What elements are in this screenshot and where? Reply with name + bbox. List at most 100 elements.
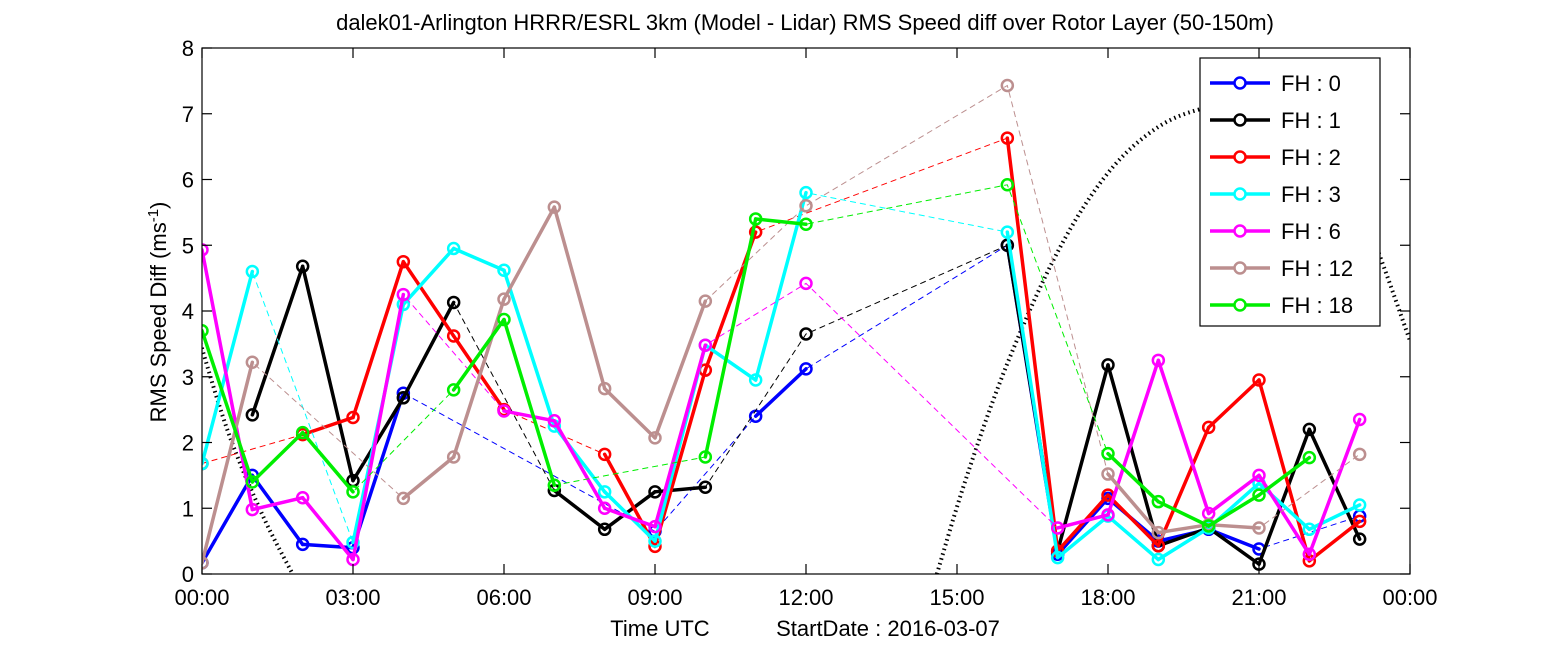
series-4-point — [1352, 412, 1367, 427]
series-2-point — [1151, 538, 1166, 553]
series-4-point — [295, 490, 310, 505]
y-tick-label: 0 — [182, 562, 194, 587]
series-2-segment — [1307, 519, 1362, 563]
series-4-segment — [1206, 473, 1261, 516]
series-3-point — [245, 264, 260, 279]
series-5-segment — [451, 297, 506, 459]
series-4-segment — [502, 409, 557, 423]
series-3-point — [1352, 498, 1367, 512]
series-5-segment — [1106, 472, 1161, 535]
series-2-segment — [300, 415, 355, 437]
series-2-segment — [1156, 425, 1211, 548]
series-4-point — [648, 519, 662, 534]
series-5-segment — [602, 386, 657, 440]
series-1-segment — [1106, 363, 1161, 548]
series-6-point — [346, 485, 360, 499]
series-4-point — [547, 414, 562, 428]
x-tick-label: 03:00 — [325, 585, 380, 610]
legend-entry-0: FH : 0 — [1210, 71, 1341, 96]
series-6-segment — [1206, 493, 1261, 528]
x-tick-label: 12:00 — [778, 585, 833, 610]
series-3-point — [748, 373, 763, 387]
series-1-point — [1352, 532, 1367, 546]
series-2-segment — [653, 368, 708, 549]
series-2-point — [1201, 420, 1216, 435]
legend-marker — [1233, 76, 1247, 90]
series-0-point — [295, 537, 310, 552]
series-5-segment — [552, 205, 607, 391]
series-4-segment — [1307, 417, 1362, 557]
y-tick-label: 6 — [182, 168, 194, 193]
series-1-segment — [602, 490, 657, 532]
series-4-point — [698, 338, 713, 352]
series-5-point — [1000, 78, 1015, 93]
plot-area — [202, 78, 1410, 574]
series-6-point — [1151, 494, 1166, 509]
series-2-segment — [1106, 493, 1161, 548]
series-5-point — [547, 200, 562, 214]
x-axis-ticks: 00:00 03:00 06:00 09:00 12:00 15:00 18:00 21:00… — [174, 48, 1438, 610]
series-2-segment — [1206, 378, 1261, 430]
legend-label: FH : 3 — [1281, 182, 1341, 207]
series-4-point — [799, 276, 813, 291]
series-5-segment — [502, 205, 557, 301]
series-6 — [202, 178, 1317, 533]
series-3-point — [346, 535, 360, 550]
series-5-point — [597, 381, 612, 396]
series-6-point — [446, 383, 461, 397]
y-axis-ticks: 0 1 2 3 4 5 6 7 8 — [182, 36, 1410, 587]
series-1-segment — [653, 485, 708, 494]
series-1-point — [698, 480, 713, 494]
y-axis-label-unit-exponent: -1 — [145, 209, 162, 222]
series-6-segment — [202, 328, 255, 484]
series-4-point — [1101, 508, 1115, 522]
series-5-point — [245, 355, 260, 370]
series-2-segment — [1005, 136, 1060, 553]
series-5-gap-line — [202, 84, 1360, 563]
series-3-segment — [1106, 514, 1161, 562]
series-5-segment — [1206, 522, 1261, 530]
series-6-segment — [1257, 455, 1312, 497]
series-0-point — [799, 362, 813, 376]
legend-entry-4: FH : 6 — [1210, 219, 1341, 244]
series-3 — [202, 185, 1367, 567]
series-5-point — [446, 450, 461, 464]
series-1-segment — [1055, 363, 1110, 553]
series-1-segment — [401, 300, 456, 400]
start-date-label: StartDate : 2016-03-07 — [776, 616, 1000, 641]
series-3-segment — [1005, 230, 1060, 560]
series-0-segment — [250, 473, 305, 547]
legend-marker — [1233, 298, 1247, 312]
x-tick-label: 00:00 — [174, 585, 229, 610]
series-4-point — [202, 243, 209, 257]
series-6-segment — [250, 430, 305, 484]
y-tick-label: 4 — [182, 299, 194, 324]
series-4-segment — [552, 419, 607, 510]
series-4-segment — [300, 495, 355, 562]
series-6-point — [1302, 450, 1317, 465]
series-1-segment — [1257, 427, 1312, 566]
series-3-segment — [1307, 503, 1362, 532]
series-6-point — [547, 478, 562, 492]
series-4-point — [597, 501, 612, 515]
series-4-point — [1302, 547, 1317, 562]
legend-label: FH : 2 — [1281, 145, 1341, 170]
y-tick-label: 2 — [182, 431, 194, 456]
series-3-point — [446, 241, 461, 256]
night-curve-left — [202, 341, 295, 574]
series-1-segment — [300, 264, 355, 483]
series-2-segment — [351, 259, 406, 420]
series-4-segment — [1156, 358, 1211, 516]
legend-marker — [1233, 224, 1247, 238]
series-6-point — [748, 212, 763, 226]
legend-label: FH : 1 — [1281, 108, 1341, 133]
legend-entry-2: FH : 2 — [1210, 145, 1341, 170]
series-3-segment — [202, 269, 255, 466]
x-tick-label: 15:00 — [929, 585, 984, 610]
series-5-point — [648, 431, 662, 445]
series-2-point — [597, 447, 612, 462]
series-3-point — [1050, 550, 1065, 565]
series-5-point — [1352, 447, 1367, 462]
series-5-segment — [1156, 522, 1211, 535]
